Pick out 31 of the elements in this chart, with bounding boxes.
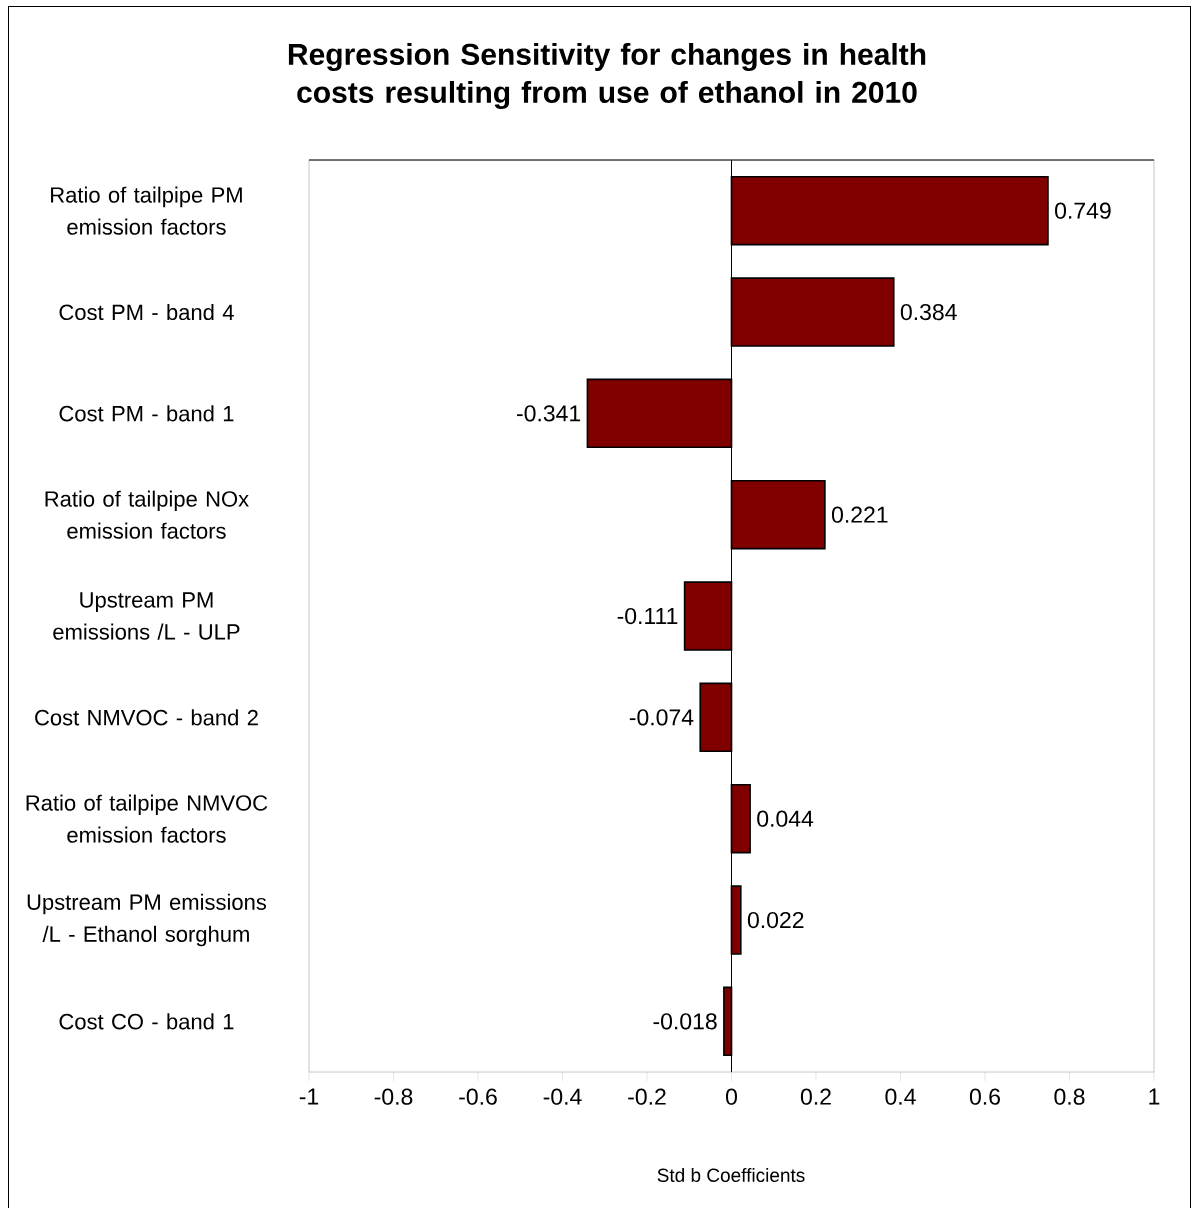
x-axis-title: Std b Coefficients	[657, 1168, 805, 1182]
x-tick-label: 1	[1149, 1088, 1160, 1105]
y-tick-label: Upstream PM emissions /L - ULP	[53, 592, 240, 640]
y-tick-label: Cost PM - band 1	[59, 405, 234, 422]
x-tick-label: 0.6	[969, 1088, 1000, 1105]
x-tick-label: 0.4	[885, 1088, 916, 1105]
x-tick-label: 0.8	[1054, 1088, 1085, 1105]
data-label: -0.074	[629, 709, 694, 726]
y-tick-label: Ratio of tailpipe NOx emission factors	[45, 490, 249, 539]
y-tick-label: Cost PM - band 4	[59, 303, 234, 321]
y-tick-label: Cost NMVOC - band 2	[35, 709, 258, 726]
data-label: 0.022	[747, 911, 804, 929]
x-tick-label: -0.2	[628, 1088, 666, 1105]
x-tick-label: -0.6	[459, 1088, 497, 1105]
y-tick-label: Ratio of tailpipe NMVOC emission factors	[26, 794, 268, 843]
y-tick-label: Cost CO - band 1	[59, 1013, 234, 1030]
data-label: 0.221	[831, 506, 888, 523]
data-label: -0.018	[653, 1013, 717, 1030]
data-label: 0.044	[757, 810, 814, 827]
x-tick-label: -1	[299, 1088, 319, 1105]
x-tick-label: -0.4	[543, 1088, 582, 1105]
chart-title: Regression Sensitivity for changes in health costs resulting from use of ethanol in 2010	[288, 42, 926, 110]
x-tick-label: 0	[725, 1088, 737, 1105]
y-tick-label: Ratio of tailpipe PM emission factors	[51, 186, 242, 235]
y-tick-label: Upstream PM emissions /L - Ethanol sorghum	[27, 893, 267, 947]
x-tick-label: 0.2	[800, 1088, 831, 1105]
data-label: 0.384	[900, 303, 957, 321]
data-label: -0.341	[517, 405, 581, 422]
x-tick-label: -0.8	[374, 1088, 413, 1105]
data-label: -0.111	[617, 607, 678, 625]
data-label: 0.749	[1055, 202, 1111, 219]
